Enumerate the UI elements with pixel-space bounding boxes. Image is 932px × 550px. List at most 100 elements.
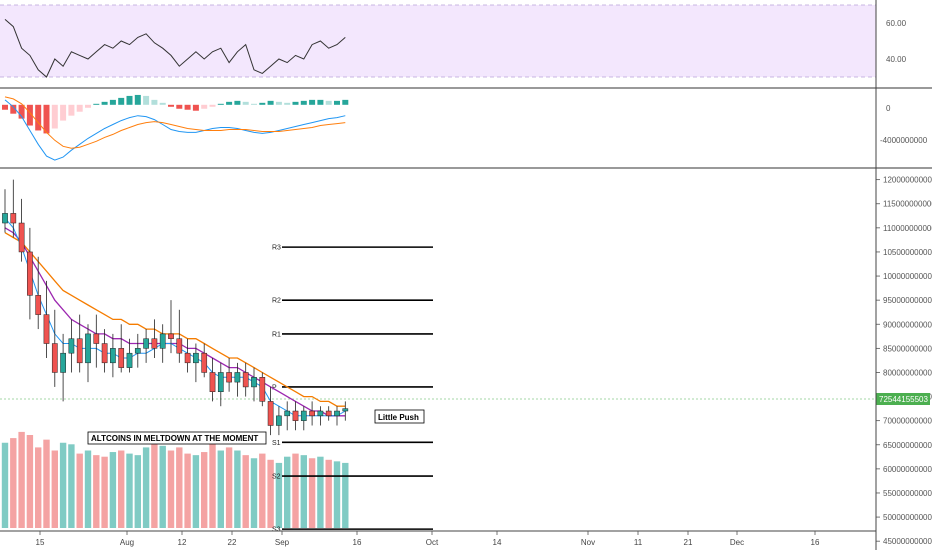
volume-bar [250,458,258,528]
candle-body [159,333,166,349]
volume-bar [59,442,67,528]
macd-histogram-bar [143,95,150,105]
time-tick-label: 15 [36,538,45,547]
price-pane: R3 R2 R1 P S1 S2 S3 120000000000 115000000000 11… [0,176,932,546]
candle-body [60,352,66,373]
price-tick-label: 45000000000 [883,537,932,546]
volume-bar [101,456,108,528]
macd-histogram-bar [101,101,108,105]
volume-bar [217,450,224,528]
candle-body [85,333,91,364]
macd-histogram-bar [342,99,349,105]
volume-bar [134,455,141,528]
volume-bar [26,435,34,528]
time-tick-label: Sep [275,538,290,547]
ma-slow-line [4,232,346,407]
rsi-tick-label: 60.00 [886,19,907,28]
time-tick-label: 11 [634,538,643,547]
volume-bar [118,450,125,528]
volume-bar [68,444,75,528]
macd-histogram-bar [234,100,241,105]
rsi-tick-label: 40.00 [886,55,907,64]
price-tick-label: 95000000000 [883,296,932,305]
macd-histogram-bar [176,104,183,109]
volume-bar [159,445,166,528]
macd-histogram-bar [60,104,67,121]
candle-body [334,410,340,417]
volume-bar [192,455,200,528]
time-tick-label: 22 [228,538,237,547]
pivot-label: P [272,384,277,391]
annotation-box-right[interactable] [374,409,425,424]
volume-bar [10,438,17,528]
macd-histogram-bar [10,104,17,114]
candle-body [184,352,191,364]
macd-histogram-bar [18,104,25,119]
volume-bar [201,452,208,528]
candle-body [118,348,125,368]
volume-series [1,431,349,528]
candlestick-series [2,179,349,436]
volume-bar [225,447,233,528]
macd-histogram-bar [43,104,50,134]
macd-histogram-bar [259,102,266,105]
time-tick-label: 12 [178,538,187,547]
volume-bar [300,455,307,528]
candle-body [292,410,299,421]
macd-histogram-bar [325,100,332,105]
candle-body [309,410,315,417]
macd-histogram-bar [68,104,75,116]
pivot-label: R3 [272,245,281,252]
macd-histogram-bar [85,104,91,108]
volume-bar [1,442,9,528]
candle-body [10,213,17,224]
price-tick-label: 120000000000 [883,176,932,185]
volume-bar [51,450,58,528]
macd-histogram-bar [118,97,125,105]
time-tick-label: 14 [493,538,502,547]
ma-mid-line [4,227,346,417]
macd-tick-label: 0 [886,104,891,113]
volume-bar [234,450,241,528]
volume-bar [284,456,291,528]
volume-bar [126,453,133,528]
macd-histogram-bar [226,101,233,105]
volume-bar [142,447,150,528]
macd-histogram-bar [151,99,158,105]
candle-body [226,372,232,383]
pivot-label: R1 [272,331,281,338]
price-tick-label: 60000000000 [883,465,932,474]
macd-histogram-bar [275,101,282,105]
candle-body [325,410,332,417]
candle-body [317,410,324,417]
candle-body [201,352,208,373]
candle-body [168,333,174,339]
price-tick-label: 50000000000 [883,513,932,522]
price-tick-label: 85000000000 [883,344,932,353]
macd-series [2,94,349,161]
volume-bar [184,453,191,528]
volume-bar [84,450,92,528]
rsi-pane: 60.00 40.00 [0,4,907,78]
annotation-box-left[interactable] [87,431,267,445]
price-tick-label: 100000000000 [883,272,932,281]
volume-bar [76,453,83,528]
macd-histogram-bar [2,104,8,110]
candle-body [2,213,8,224]
candle-body [18,222,25,253]
macd-histogram-bar [300,100,307,105]
time-axis: 15 Aug 12 22 Sep 16 Oct 14 Nov 11 21 Dec 16 [36,531,820,547]
price-tick-label: 110000000000 [883,224,932,233]
macd-histogram-bar [109,99,116,105]
candle-body [242,372,249,388]
volume-bar [109,452,117,528]
candle-body [276,415,282,426]
last-price-badge [876,393,930,405]
candle-body [251,377,257,388]
price-tick-label: 70000000000 [883,417,932,426]
volume-bar [35,447,42,528]
volume-bar [342,462,349,528]
candle-body [93,333,100,344]
time-tick-label: Aug [120,538,134,547]
